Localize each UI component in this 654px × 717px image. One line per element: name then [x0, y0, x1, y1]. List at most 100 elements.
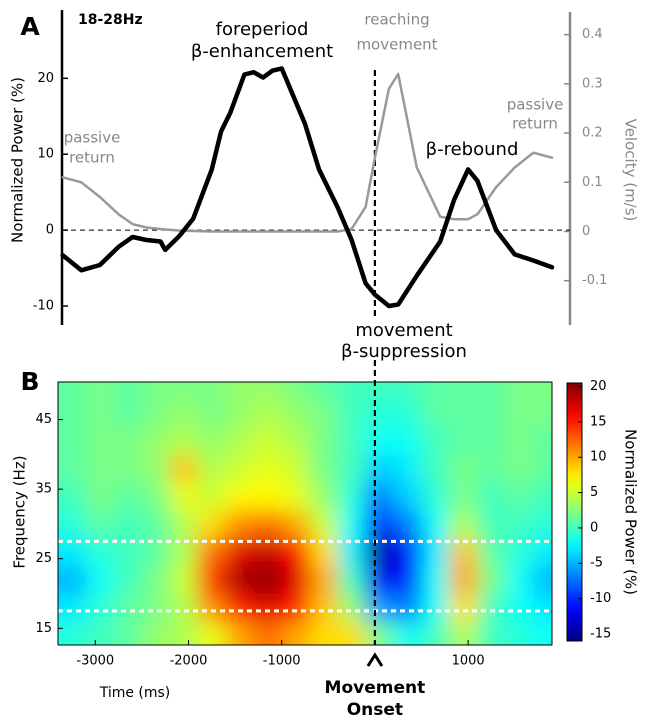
heatmap-cell: [141, 621, 171, 645]
heatmap-cell: [113, 537, 143, 567]
heatmap-cell: [253, 454, 283, 483]
panel-label: B: [20, 367, 39, 396]
annotation: 18-28Hz: [78, 12, 143, 28]
y-tick-label: 45: [35, 412, 52, 427]
heatmap-cell: [169, 621, 199, 645]
heatmap-cell: [169, 426, 199, 455]
heatmap-cell: [169, 482, 199, 511]
heatmap-cell: [533, 565, 552, 595]
heatmap-cell: [505, 510, 534, 539]
heatmap-cell: [337, 565, 367, 595]
heatmap-cell: [225, 454, 255, 483]
onset-caret: [366, 652, 384, 667]
heatmap-cell: [113, 382, 143, 400]
heatmap-cell: [309, 454, 339, 483]
colorbar-tick-label: 15: [590, 414, 607, 429]
colorbar-tick-label: -5: [590, 556, 603, 571]
heatmap-cell: [85, 565, 115, 595]
heatmap-cell: [197, 621, 227, 645]
series-line: [60, 66, 555, 309]
heatmap-cell: [309, 382, 339, 400]
heatmap-cell: [281, 565, 311, 595]
heatmap-cell: [421, 398, 450, 428]
heatmap-cell: [169, 510, 199, 539]
heatmap-cell: [281, 593, 311, 622]
plot-frame: [57, 381, 553, 646]
heatmap-cell: [85, 482, 115, 511]
heatmap-cell: [253, 398, 283, 428]
heatmap-cell: [309, 593, 339, 622]
heatmap-cell: [337, 382, 367, 400]
annotation: passive: [507, 96, 564, 114]
heatmap-cell: [281, 621, 311, 645]
heatmap-cell: [533, 382, 552, 400]
y-axis-label: Normalized Power (%): [9, 77, 27, 243]
heatmap-cell: [449, 382, 478, 400]
heatmap-cell: [337, 398, 367, 428]
x-axis-label: Time (ms): [99, 685, 171, 701]
heatmap-cell: [225, 621, 255, 645]
heatmap-cell: [281, 510, 311, 539]
heatmap-cell: [533, 398, 552, 428]
panel-label: A: [20, 12, 40, 41]
heatmap-cell: [393, 382, 423, 400]
heatmap-cell: [365, 382, 395, 400]
heatmap: [58, 382, 552, 645]
y-tick-label: 15: [35, 621, 52, 636]
heatmap-cell: [85, 593, 115, 622]
heatmap-cell: [365, 426, 395, 455]
heatmap-cell: [253, 593, 283, 622]
heatmap-cell: [449, 454, 478, 483]
series-line: [61, 72, 554, 233]
heatmap-cell: [281, 454, 311, 483]
heatmap-cell: [337, 482, 367, 511]
heatmap-cell: [113, 510, 143, 539]
heatmap-cell: [421, 621, 450, 645]
x-tick-label: -1000: [263, 654, 301, 669]
heatmap-cell: [421, 426, 450, 455]
annotation: β-rebound: [426, 139, 519, 160]
y-tick-label: 20: [37, 71, 54, 86]
heatmap-cell: [365, 593, 395, 622]
heatmap-cell: [85, 621, 115, 645]
heatmap-cell: [113, 621, 143, 645]
heatmap-cell: [449, 593, 478, 622]
heatmap-cell: [449, 510, 478, 539]
heatmap-cell: [505, 454, 534, 483]
colorbar-tick-label: -15: [590, 626, 611, 641]
heatmap-cell: [365, 537, 395, 567]
heatmap-cell: [533, 454, 552, 483]
heatmap-cell: [449, 482, 478, 511]
heatmap-cell: [309, 621, 339, 645]
colorbar-tick-label: 0: [590, 520, 598, 535]
heatmap-cell: [309, 482, 339, 511]
heatmap-cell: [365, 482, 395, 511]
heatmap-cell: [113, 398, 143, 428]
heatmap-cell: [449, 565, 478, 595]
heatmap-cell: [421, 593, 450, 622]
heatmap-cell: [253, 482, 283, 511]
heatmap-cell: [477, 621, 506, 645]
heatmap-cell: [253, 510, 283, 539]
heatmap-cell: [141, 537, 171, 567]
heatmap-cell: [421, 454, 450, 483]
heatmap-cell: [253, 382, 283, 400]
heatmap-cell: [365, 398, 395, 428]
heatmap-cell: [197, 510, 227, 539]
heatmap-cell: [337, 621, 367, 645]
heatmap-cell: [113, 482, 143, 511]
heatmap-cell: [393, 593, 423, 622]
heatmap-cell: [141, 510, 171, 539]
heatmap-cell: [141, 454, 171, 483]
colorbar-tick-label: 20: [590, 379, 607, 394]
heatmap-cell: [58, 426, 87, 455]
heatmap-cell: [365, 565, 395, 595]
heatmap-cell: [505, 426, 534, 455]
heatmap-cell: [58, 398, 87, 428]
heatmap-cell: [141, 482, 171, 511]
heatmap-cell: [253, 621, 283, 645]
heatmap-cell: [169, 593, 199, 622]
heatmap-cell: [113, 454, 143, 483]
heatmap-cell: [281, 482, 311, 511]
